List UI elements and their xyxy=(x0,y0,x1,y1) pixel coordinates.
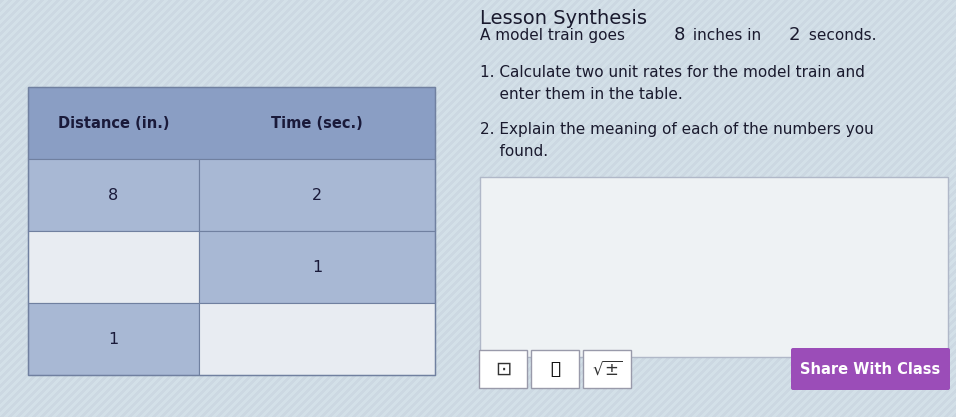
Text: 1: 1 xyxy=(312,259,322,274)
Text: seconds.: seconds. xyxy=(804,28,876,43)
Text: 8: 8 xyxy=(673,26,684,44)
FancyBboxPatch shape xyxy=(199,159,435,231)
Text: A model train goes: A model train goes xyxy=(480,28,630,43)
Text: 2: 2 xyxy=(789,26,800,44)
Text: Share With Class: Share With Class xyxy=(800,362,941,377)
FancyBboxPatch shape xyxy=(28,87,435,159)
FancyBboxPatch shape xyxy=(199,231,435,303)
Text: 2. Explain the meaning of each of the numbers you
    found.: 2. Explain the meaning of each of the nu… xyxy=(480,122,874,158)
Text: Distance (in.): Distance (in.) xyxy=(57,116,169,131)
Text: Time (sec.): Time (sec.) xyxy=(272,116,363,131)
Text: 𝄞: 𝄞 xyxy=(550,360,560,378)
Text: 🎤: 🎤 xyxy=(550,360,560,378)
FancyBboxPatch shape xyxy=(199,303,435,375)
Text: Lesson Synthesis: Lesson Synthesis xyxy=(480,9,647,28)
FancyBboxPatch shape xyxy=(28,231,199,303)
FancyBboxPatch shape xyxy=(583,350,631,388)
Text: 8: 8 xyxy=(108,188,119,203)
FancyBboxPatch shape xyxy=(28,303,199,375)
Text: $\sqrt{\pm}$: $\sqrt{\pm}$ xyxy=(592,360,622,378)
Text: ⊡: ⊡ xyxy=(495,359,511,379)
FancyBboxPatch shape xyxy=(479,350,527,388)
Text: 1: 1 xyxy=(108,332,119,347)
FancyBboxPatch shape xyxy=(480,177,948,357)
FancyBboxPatch shape xyxy=(531,350,579,388)
FancyBboxPatch shape xyxy=(28,159,199,231)
Text: inches in: inches in xyxy=(688,28,766,43)
Text: 1. Calculate two unit rates for the model train and
    enter them in the table.: 1. Calculate two unit rates for the mode… xyxy=(480,65,865,102)
FancyBboxPatch shape xyxy=(791,348,950,390)
Text: 2: 2 xyxy=(312,188,322,203)
